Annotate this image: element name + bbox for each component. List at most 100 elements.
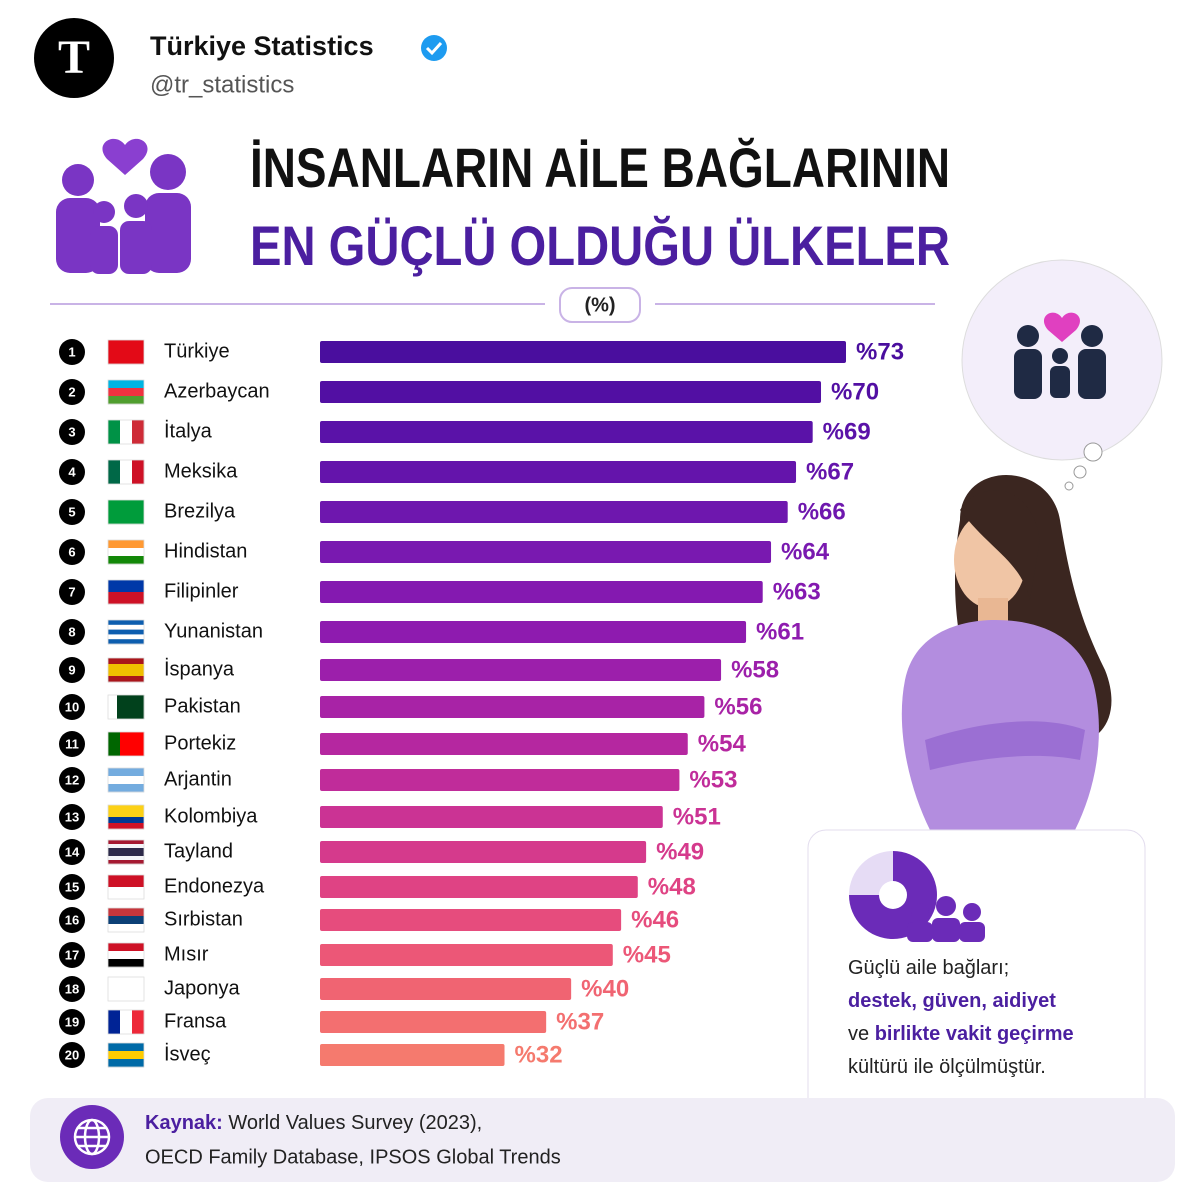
- flag-stripe: [108, 629, 144, 635]
- rank-badge: [59, 907, 85, 933]
- flag-stripe: [108, 908, 144, 917]
- source-label: Kaynak:: [145, 1112, 223, 1134]
- rank-badge: [59, 619, 85, 645]
- flag-stripe: [108, 817, 144, 824]
- bar: [320, 581, 763, 603]
- chart-title: İNSANLARIN AİLE BAĞLARININ: [250, 136, 950, 199]
- flag-border: [107, 694, 145, 720]
- flag-stripe: [108, 848, 144, 853]
- rank-badge: [59, 731, 85, 757]
- flag-stripe: [108, 634, 144, 640]
- flag-stripe: [108, 670, 144, 677]
- rank-badge: [59, 657, 85, 683]
- flag-stripe: [108, 620, 144, 626]
- note-text: Güçlü aile bağları; destek, güven, aidiye…: [848, 952, 1118, 1084]
- flag-border: [107, 419, 145, 445]
- category-label: İspanya: [164, 657, 235, 680]
- bar: [320, 381, 822, 403]
- rank-badge: [59, 419, 85, 445]
- flag-border: [107, 731, 145, 757]
- note-part: destek, güven, aidiyet: [848, 990, 1056, 1012]
- category-label: Pakistan: [164, 695, 241, 717]
- rank-badge: [59, 459, 85, 485]
- flag-stripe: [108, 811, 144, 818]
- rank-label: 3: [68, 424, 75, 439]
- flag-stripe: [108, 776, 144, 785]
- bubble-dot: [1083, 442, 1103, 462]
- flag-stripe: [108, 844, 144, 849]
- rank-badge: [59, 976, 85, 1002]
- value-label: %56: [714, 693, 762, 720]
- flag-stripe: [108, 924, 144, 933]
- flag-stripe: [108, 664, 144, 671]
- source-box: [30, 1098, 1175, 1182]
- flag-border: [107, 804, 145, 830]
- flag-stripe: [108, 860, 144, 865]
- rank-badge: [59, 379, 85, 405]
- rank-badge: [59, 767, 85, 793]
- note-part: Güçlü aile bağları;: [848, 957, 1010, 979]
- flag-border: [107, 767, 145, 793]
- bar: [320, 841, 647, 863]
- category-label: İtalya: [164, 419, 213, 442]
- bar: [320, 1044, 505, 1066]
- unit-label: (%): [584, 294, 615, 316]
- bar: [320, 659, 722, 681]
- value-label: %66: [798, 498, 846, 525]
- flag-border: [107, 874, 145, 900]
- rank-label: 18: [65, 981, 79, 996]
- heart: [1043, 312, 1081, 342]
- category-label: Azerbaycan: [164, 380, 270, 402]
- flag-stripe: [108, 460, 121, 484]
- rank-label: 2: [68, 384, 75, 399]
- flag-stripe: [117, 695, 127, 719]
- bar: [320, 501, 788, 523]
- flag-stripe: [108, 875, 144, 888]
- flag-stripe: [108, 676, 144, 683]
- flag-stripe: [120, 1010, 133, 1034]
- rank-label: 11: [65, 736, 79, 751]
- flag-stripe: [108, 592, 144, 605]
- bar: [320, 341, 846, 363]
- verified-check: [425, 41, 443, 56]
- note-part: ve: [848, 1023, 870, 1045]
- flag-stripe: [108, 624, 144, 630]
- flag-border: [107, 976, 145, 1002]
- category-label: Yunanistan: [164, 620, 263, 642]
- value-label: %63: [773, 578, 821, 605]
- note-part: birlikte vakit geçirme: [874, 1023, 1074, 1045]
- bar: [320, 876, 638, 898]
- rank-badge: [59, 942, 85, 968]
- category-label: Endonezya: [164, 875, 265, 897]
- value-label: %53: [689, 766, 737, 793]
- bar: [320, 1011, 547, 1033]
- flag-stripe: [108, 500, 144, 525]
- rank-label: 4: [68, 464, 76, 479]
- value-label: %37: [556, 1008, 604, 1035]
- flag-border: [107, 339, 145, 365]
- flag-border: [107, 907, 145, 933]
- bar: [320, 769, 680, 791]
- category-label: Meksika: [164, 460, 238, 482]
- rank-badge: [59, 1042, 85, 1068]
- note-part: kültürü ile ölçülmüştür.: [848, 1056, 1046, 1078]
- flag-stripe: [108, 823, 144, 830]
- flag-stripe: [108, 396, 144, 405]
- author-name: Türkiye Statistics: [150, 31, 374, 61]
- rank-label: 7: [68, 584, 75, 599]
- flag-stripe: [108, 916, 144, 925]
- flag-stripe: [108, 658, 144, 665]
- rank-label: 5: [68, 504, 75, 519]
- flag-stripe: [132, 420, 145, 444]
- bar: [320, 944, 613, 966]
- verified-badge: [421, 35, 447, 61]
- flag-stripe: [108, 977, 144, 1002]
- rank-label: 13: [65, 809, 79, 824]
- flag-stripe: [108, 887, 144, 900]
- category-label: Tayland: [164, 840, 233, 862]
- rank-label: 9: [68, 662, 75, 677]
- flag-stripe: [108, 548, 144, 557]
- flag-stripe: [135, 695, 145, 719]
- bubble-dot: [1064, 481, 1074, 491]
- value-label: %48: [648, 873, 696, 900]
